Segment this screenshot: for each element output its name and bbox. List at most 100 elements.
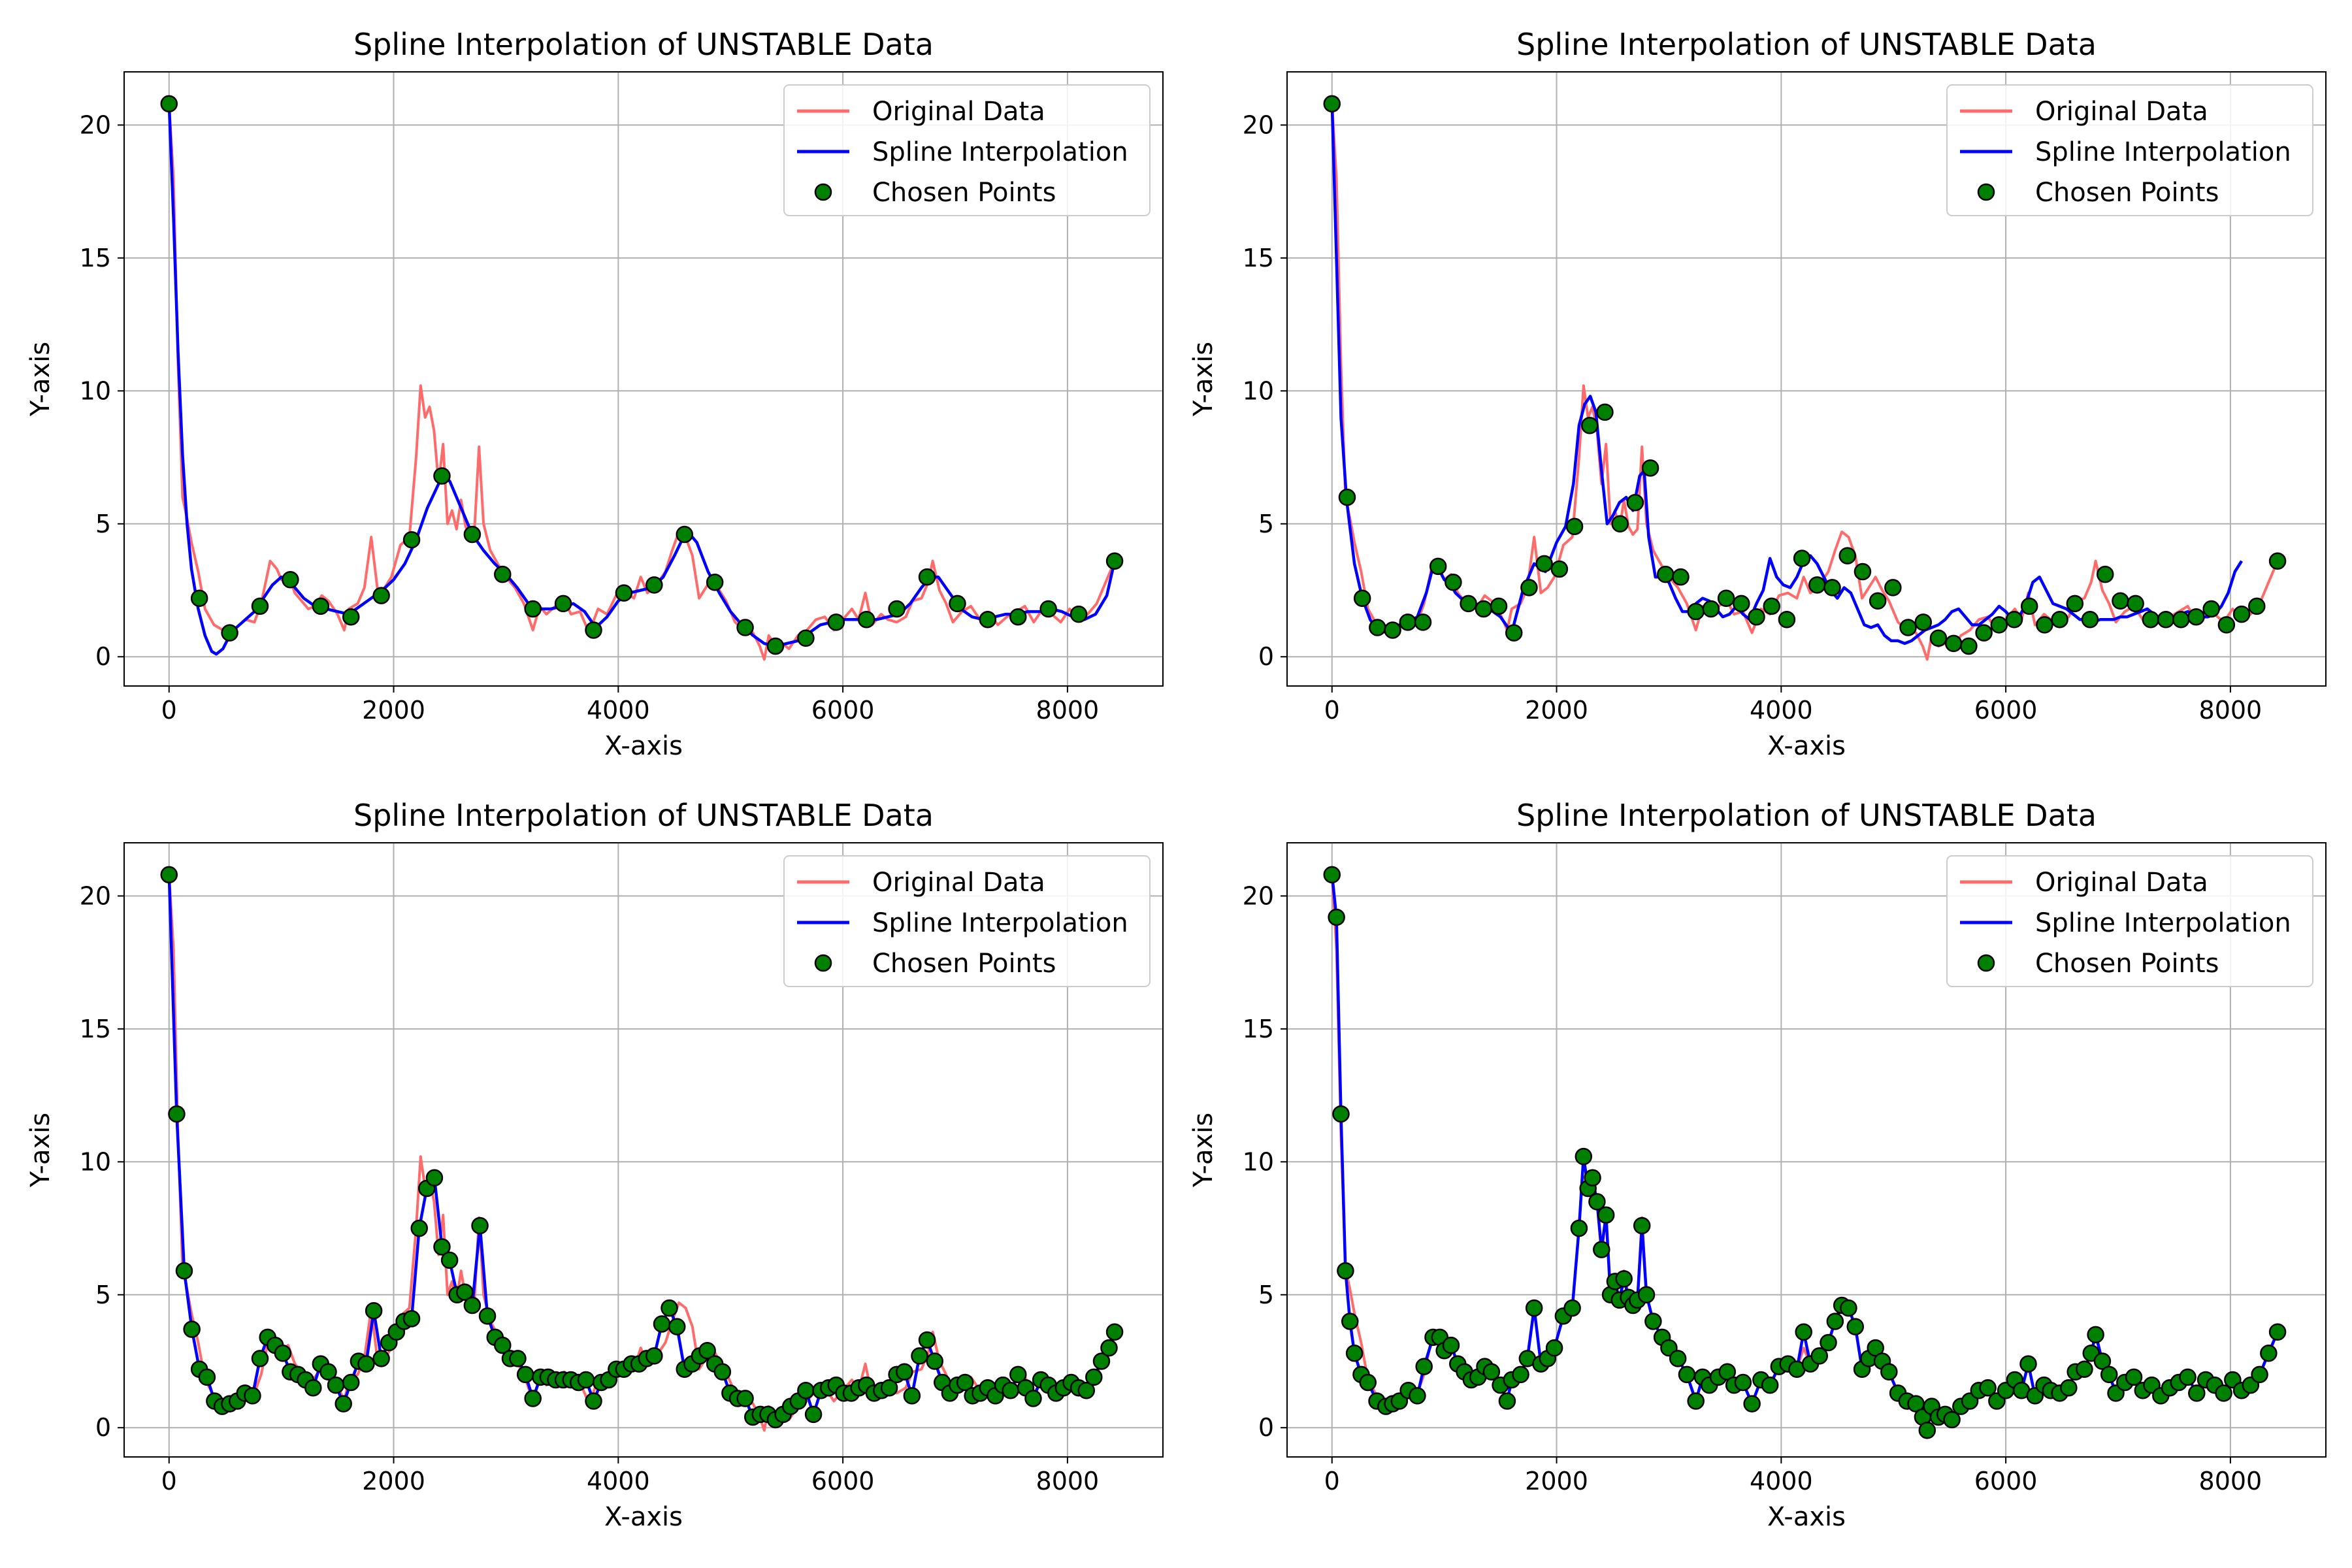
chosen-point	[1588, 1193, 1606, 1211]
x-axis-label: X-axis	[1767, 731, 1846, 761]
legend-box	[1946, 84, 2313, 216]
chosen-point	[1611, 515, 1629, 533]
x-tick-label: 2000	[1525, 1467, 1588, 1495]
chosen-point	[2066, 595, 2084, 613]
chart-panel-4: 0 2000 4000 6000 8000 0 5 10 15 20 X-axis Y-axis Spl…	[1188, 798, 2327, 1532]
chosen-point	[440, 1251, 459, 1269]
chosen-point	[1644, 1313, 1662, 1330]
chosen-point	[1929, 629, 1948, 647]
y-tick-label: 15	[80, 1015, 111, 1043]
chosen-point	[282, 570, 299, 589]
chosen-point	[1338, 488, 1356, 506]
chosen-point	[1633, 1217, 1651, 1235]
chosen-point	[2081, 611, 2099, 629]
chosen-point	[766, 637, 785, 655]
chosen-point	[335, 1395, 352, 1413]
legend-label: Chosen Points	[872, 178, 1056, 208]
chosen-point	[1748, 608, 1765, 626]
x-tick-label: 0	[161, 1467, 177, 1495]
y-tick-label: 5	[95, 510, 111, 538]
chosen-point	[2125, 1368, 2143, 1386]
chosen-point	[1505, 624, 1523, 642]
chosen-point	[1002, 1382, 1019, 1399]
chosen-point	[2096, 565, 2114, 583]
chosen-point	[1763, 597, 1780, 615]
chosen-point	[1070, 605, 1088, 623]
plot-area	[1323, 95, 2287, 661]
y-tick-label: 0	[1258, 1413, 1274, 1442]
chosen-point	[554, 595, 572, 613]
x-tick-label: 0	[1324, 1467, 1340, 1495]
x-axis-label: X-axis	[1767, 1502, 1846, 1532]
chosen-point	[1353, 589, 1371, 607]
legend: Original Data Spline Interpolation Chosen …	[783, 84, 1151, 216]
chart-title: Spline Interpolation of UNSTABLE Data	[1516, 27, 2097, 62]
chosen-point	[1498, 1392, 1516, 1410]
x-tick-label: 6000	[1974, 696, 2038, 725]
chosen-point	[1429, 557, 1447, 576]
y-tick-label: 20	[80, 110, 111, 139]
x-tick-label: 4000	[1750, 696, 1813, 725]
chosen-point	[645, 576, 663, 594]
x-tick-label: 8000	[1036, 696, 1100, 725]
chosen-point	[1657, 565, 1674, 583]
legend-label: Spline Interpolation	[2035, 908, 2291, 938]
chosen-point	[342, 1373, 360, 1392]
y-tick-label: 15	[1243, 244, 1274, 272]
chosen-point	[342, 608, 360, 626]
chosen-point	[1490, 597, 1508, 615]
chosen-point	[1341, 1313, 1359, 1330]
chosen-point	[827, 613, 845, 631]
chosen-point	[1092, 1352, 1111, 1370]
y-tick-label: 0	[95, 1413, 111, 1442]
chosen-point	[1545, 1339, 1563, 1357]
chosen-point	[911, 1347, 928, 1365]
chosen-point	[956, 1373, 974, 1392]
chosen-point	[433, 1238, 451, 1256]
y-tick-label: 5	[95, 1281, 111, 1309]
legend-label: Spline Interpolation	[872, 137, 1128, 167]
chosen-point	[1345, 1345, 1364, 1362]
chosen-point	[1687, 602, 1705, 621]
chosen-point	[1778, 611, 1796, 629]
chosen-point	[1702, 600, 1720, 618]
plot-area	[1323, 866, 2287, 1439]
y-axis-label: Y-axis	[25, 1113, 56, 1188]
chosen-point	[2142, 611, 2160, 629]
chosen-point	[471, 1217, 489, 1235]
chosen-point	[2020, 597, 2038, 615]
chosen-point	[1914, 613, 1933, 631]
chosen-point	[1512, 1365, 1529, 1384]
chosen-point	[585, 621, 602, 639]
chosen-point	[1323, 95, 1341, 113]
chosen-point	[1414, 613, 1432, 631]
chosen-point	[698, 1341, 716, 1360]
chosen-point	[2019, 1355, 2037, 1373]
legend-label: Spline Interpolation	[872, 908, 1128, 938]
chosen-point	[463, 525, 482, 544]
x-axis-label: X-axis	[604, 1502, 683, 1532]
chosen-point	[1823, 579, 1841, 596]
chosen-point	[736, 1390, 754, 1407]
chosen-point	[319, 1363, 337, 1381]
chosen-point	[160, 866, 178, 884]
y-axis-label: Y-axis	[1188, 1113, 1218, 1188]
plot-area	[160, 866, 1124, 1432]
chosen-point	[880, 1379, 898, 1397]
chosen-point	[949, 595, 966, 613]
chosen-point	[402, 531, 421, 549]
axes-frame	[1286, 71, 2327, 687]
legend-swatch-points	[1977, 183, 1995, 201]
chosen-point	[1328, 908, 1345, 926]
chosen-point	[1525, 1299, 1543, 1317]
chosen-point	[2202, 600, 2220, 618]
chosen-point	[1733, 595, 1750, 613]
chosen-point	[1535, 555, 1553, 573]
chosen-point	[1415, 1358, 1433, 1375]
x-tick-label: 4000	[1750, 1467, 1813, 1495]
chosen-point	[1918, 1422, 1936, 1439]
chosen-point	[1641, 459, 1659, 477]
chosen-point	[1687, 1392, 1705, 1410]
chosen-point	[1593, 1241, 1610, 1258]
